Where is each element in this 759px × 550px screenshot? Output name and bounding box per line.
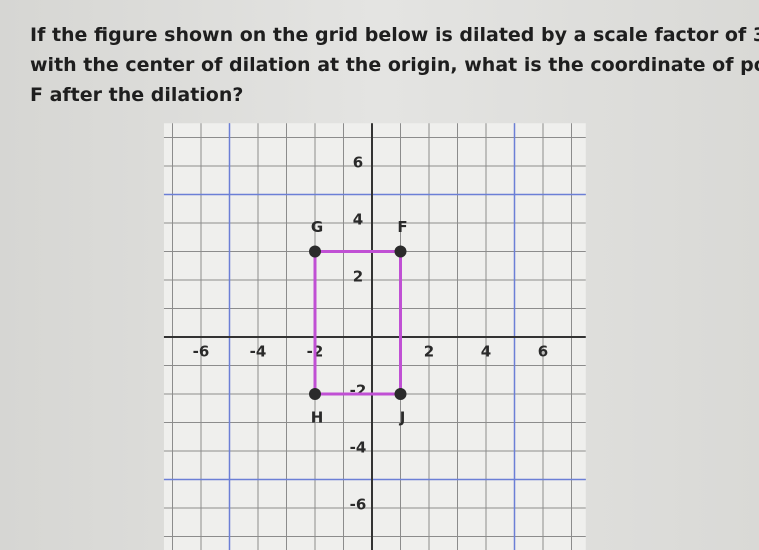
y-tick-label: -2 (350, 382, 367, 400)
question-line: If the figure shown on the grid below is… (30, 24, 759, 46)
y-tick-label: 4 (353, 211, 363, 229)
x-tick-label: 2 (424, 343, 434, 361)
y-tick-label: 6 (353, 154, 363, 172)
point (394, 245, 407, 258)
point (394, 388, 407, 400)
x-tick-label: -6 (193, 343, 210, 361)
point-label: J (399, 409, 406, 427)
point-label: H (311, 409, 324, 427)
x-tick-label: 6 (538, 343, 548, 361)
y-tick-label: -6 (350, 496, 367, 514)
point (309, 388, 321, 400)
point-label: G (311, 218, 323, 236)
y-tick-label: 2 (353, 268, 363, 286)
x-tick-label: 4 (481, 343, 491, 361)
x-tick-label: -4 (250, 343, 267, 361)
question-line: F after the dilation? (30, 84, 244, 106)
point-label: F (397, 218, 407, 236)
y-tick-label: -4 (350, 439, 367, 457)
question-line: with the center of dilation at the origi… (30, 54, 759, 76)
point (309, 245, 321, 258)
